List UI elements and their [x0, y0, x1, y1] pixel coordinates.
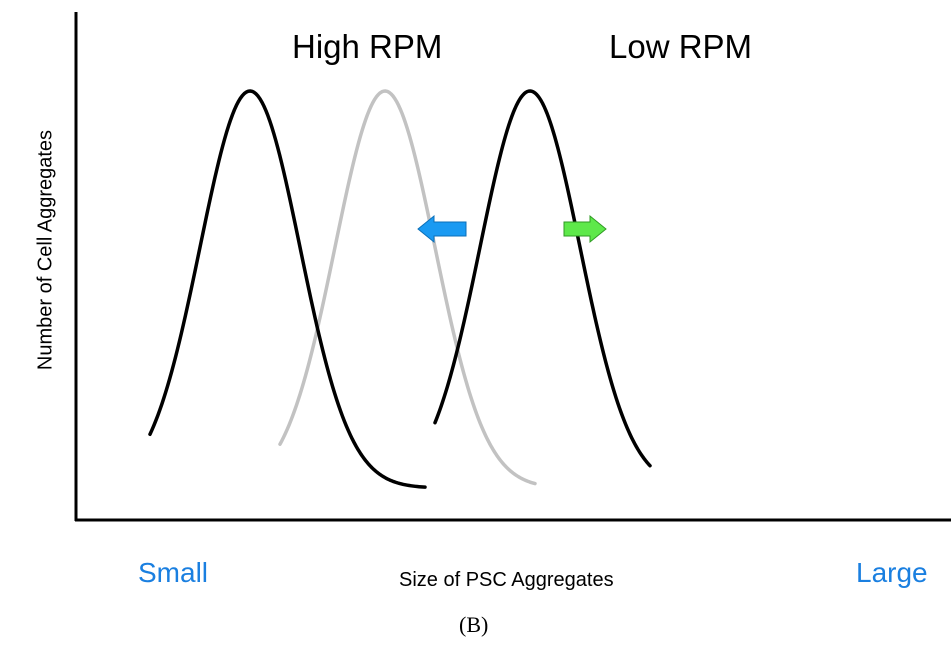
curve-2 — [433, 89, 652, 468]
x-axis-min-label: Small — [138, 557, 209, 588]
curve-1 — [278, 89, 537, 486]
curves-group — [148, 89, 652, 489]
low-rpm-label: Low RPM — [609, 28, 753, 65]
panel-label: (B) — [459, 612, 489, 637]
high-rpm-label: High RPM — [292, 28, 443, 65]
left-shift-arrow — [417, 214, 467, 244]
x-axis-title: Size of PSC Aggregates — [399, 569, 614, 591]
right-shift-arrow — [563, 214, 607, 244]
curve-0 — [148, 89, 427, 489]
x-axis-max-label: Large — [856, 557, 928, 588]
y-axis-title: Number of Cell Aggregates — [34, 129, 57, 371]
